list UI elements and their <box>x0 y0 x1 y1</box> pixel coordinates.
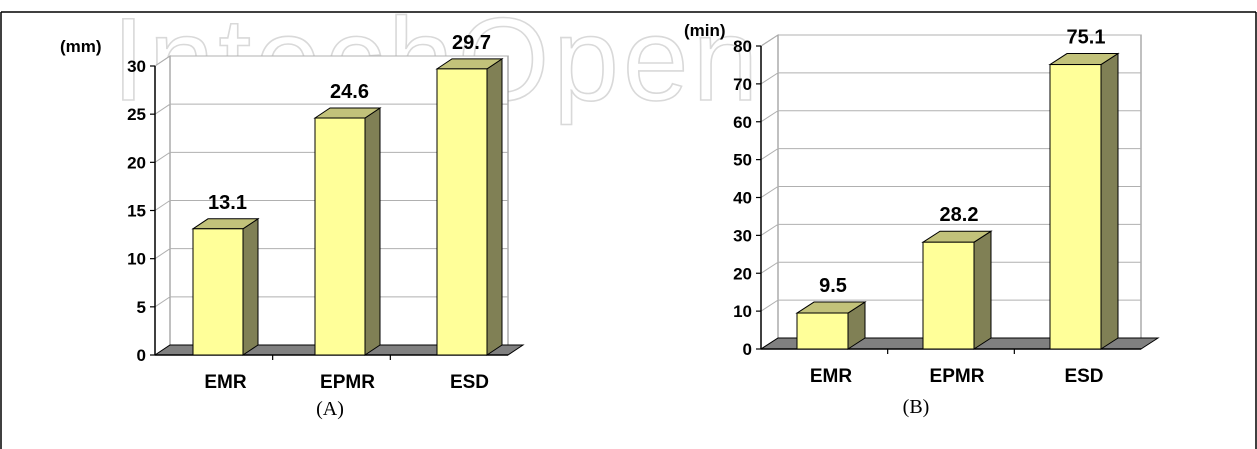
x-category-label: ESD <box>450 372 489 393</box>
y-tick-label: 0 <box>743 340 752 359</box>
bar <box>192 228 244 356</box>
y-tick-label: 70 <box>733 75 752 94</box>
y-tick-label: 5 <box>137 298 146 317</box>
y-tick-label: 10 <box>127 250 146 269</box>
bar-side <box>1100 52 1119 350</box>
gridline <box>154 55 508 67</box>
gridline <box>760 186 1141 198</box>
y-tick-label: 0 <box>137 346 146 365</box>
gridline <box>154 151 508 163</box>
y-tick-label: 15 <box>127 202 146 221</box>
y-tick-label: 30 <box>733 226 752 245</box>
data-label: 75.1 <box>1067 27 1106 49</box>
chart-a: 0 5 10 15 20 25 30 (mm) 13.1 EMR 24.6 EPMR 29.7 ESD (A… <box>60 32 525 420</box>
data-label: 28.2 <box>940 204 979 226</box>
data-label: 24.6 <box>330 81 369 103</box>
figure-border <box>0 11 1257 449</box>
gridline <box>760 299 1141 312</box>
x-category-label: EPMR <box>930 366 985 387</box>
chart-caption: (B) <box>903 396 930 418</box>
y-unit-label: (min) <box>684 21 726 40</box>
y-unit-label: (mm) <box>60 37 102 56</box>
x-category-label: EMR <box>204 372 247 393</box>
bar-side <box>973 230 992 350</box>
y-tick-label: 60 <box>733 113 752 132</box>
bar <box>796 312 849 350</box>
y-tick-label: 20 <box>127 153 146 172</box>
x-category-label: EPMR <box>320 372 375 393</box>
bar-side <box>364 107 381 356</box>
gridline <box>760 148 1141 161</box>
bar <box>314 117 366 356</box>
data-label: 9.5 <box>819 275 847 297</box>
gridline <box>760 110 1141 123</box>
bar-side <box>486 57 503 356</box>
bar-side <box>242 217 259 356</box>
y-tick-label: 40 <box>733 189 752 208</box>
gridline <box>154 296 508 308</box>
y-tick-label: 25 <box>127 105 146 124</box>
gridline <box>760 223 1141 236</box>
gridline <box>154 103 508 115</box>
gridline <box>154 200 508 211</box>
data-label: 29.7 <box>452 32 491 54</box>
bar <box>436 68 488 356</box>
chart-b: 0 10 20 30 40 50 60 70 80 (min) 9.5 EMR 28.2 EPMR 75.1… <box>684 21 1160 418</box>
y-tick-label: 50 <box>733 151 752 170</box>
bar <box>922 241 975 350</box>
data-label: 13.1 <box>208 192 247 214</box>
chart-caption: (A) <box>316 398 344 420</box>
y-tick-label: 80 <box>733 37 752 56</box>
y-tick-label: 10 <box>733 302 752 321</box>
x-category-label: EMR <box>810 366 853 387</box>
gridline <box>760 261 1141 274</box>
y-tick-label: 20 <box>733 264 752 283</box>
x-category-label: ESD <box>1064 366 1103 387</box>
y-tick-label: 30 <box>127 57 146 76</box>
gridline <box>154 248 508 260</box>
gridline <box>760 72 1141 85</box>
gridline <box>760 34 1141 47</box>
bar <box>1049 64 1102 350</box>
